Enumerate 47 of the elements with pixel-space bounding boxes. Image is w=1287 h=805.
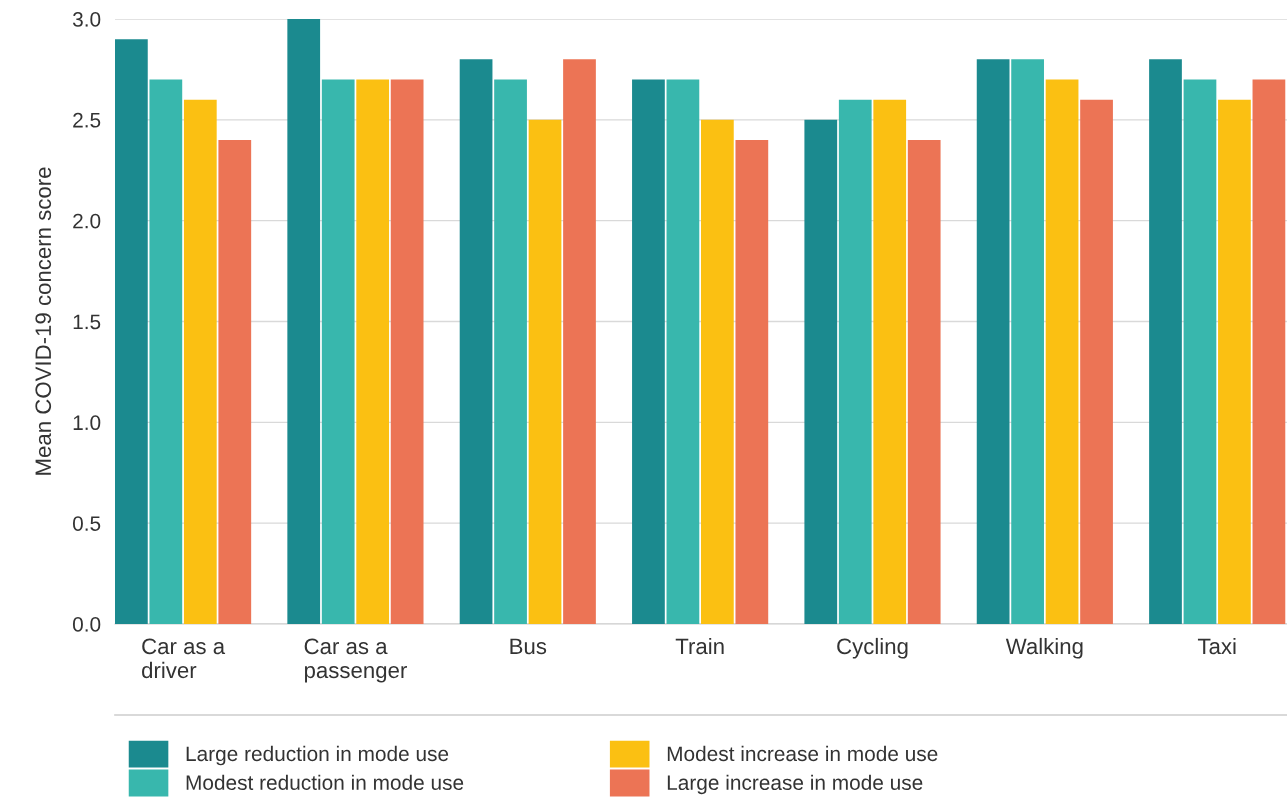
x-tick-label: Cycling — [837, 637, 908, 659]
bar — [701, 119, 734, 624]
bar — [494, 79, 527, 624]
bar — [1045, 79, 1079, 624]
x-tick-label: Train — [675, 637, 724, 655]
bar — [1183, 79, 1217, 624]
x-tick-label: Bus — [510, 638, 547, 655]
bar — [907, 140, 941, 624]
bar — [218, 140, 252, 624]
y-tick-label: 1.5 — [73, 314, 101, 330]
bar — [666, 79, 700, 624]
bar — [1011, 59, 1044, 624]
bar — [838, 99, 872, 624]
bar — [115, 39, 148, 624]
legend-label: Large increase in mode use — [667, 774, 923, 795]
bar — [149, 79, 183, 624]
bar — [1218, 99, 1251, 624]
y-axis-title: Mean COVID-19 concern score — [35, 167, 52, 475]
legend-label: Modest increase in mode use — [667, 745, 938, 762]
bar — [1080, 99, 1113, 624]
bar — [976, 59, 1010, 624]
y-tick-label: 0.0 — [72, 617, 101, 632]
bar — [632, 79, 665, 624]
bar — [287, 19, 321, 624]
bar — [459, 59, 493, 624]
bar — [563, 59, 596, 624]
bar — [873, 99, 907, 624]
legend-label: Large reduction in mode use — [186, 745, 449, 766]
y-tick-label: 0.5 — [72, 516, 101, 531]
bar — [356, 79, 390, 624]
y-tick-label: 2.0 — [73, 213, 101, 229]
x-tick-label: Walking — [1005, 637, 1083, 659]
x-tick-label: Car as a passenger — [304, 638, 407, 683]
bar — [1252, 79, 1286, 624]
bar — [1149, 59, 1182, 624]
y-tick-label: 1.0 — [73, 415, 101, 431]
bar — [804, 119, 838, 624]
legend-label: Modest reduction in mode use — [186, 774, 464, 791]
y-tick-label: 3.0 — [72, 12, 101, 27]
bar — [390, 79, 424, 624]
y-tick-label: 2.5 — [73, 112, 101, 128]
bar — [735, 140, 769, 624]
bar — [321, 79, 355, 624]
x-tick-label: Taxi — [1197, 637, 1236, 655]
bar — [528, 119, 562, 624]
x-tick-label: Car as a driver — [142, 638, 226, 679]
bar — [183, 99, 217, 624]
